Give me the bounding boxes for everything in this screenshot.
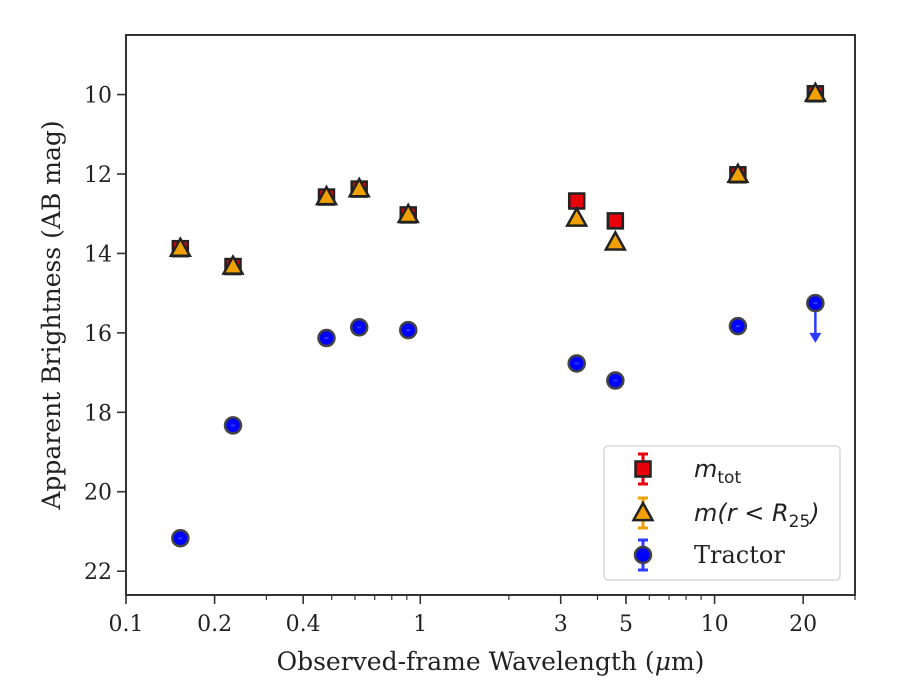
x-axis-label: Observed-frame Wavelength (μm) <box>277 647 705 676</box>
legend-item-mr25: m(r < R25) <box>631 496 820 532</box>
y-tick-label: 10 <box>84 84 112 109</box>
mr25-point <box>565 205 589 227</box>
plot-frame <box>125 34 856 596</box>
mr25-point <box>803 81 827 103</box>
data-marks <box>168 81 827 548</box>
mr25-point <box>347 176 371 198</box>
y-tick-label: 20 <box>84 481 112 506</box>
legend-label: m(r < R25) <box>694 499 820 532</box>
x-tick-label: 1 <box>413 612 427 637</box>
x-tick-label: 0.4 <box>286 612 321 637</box>
legend-label-sub: 25 <box>789 512 811 532</box>
upper-limit-arrow-head <box>809 332 822 343</box>
mr25-point <box>726 162 750 184</box>
legend-label-main: m(r < R <box>694 499 789 527</box>
legend-item-tractor: Tractor <box>633 538 785 572</box>
mr25-point <box>221 253 245 275</box>
x-axis-label-suffix: m) <box>671 647 704 676</box>
legend-label-close: ) <box>808 499 819 527</box>
x-tick-label: 20 <box>789 612 817 637</box>
legend-label-sub: tot <box>717 468 741 488</box>
legend-label: Tractor <box>694 541 785 569</box>
y-tick-label: 18 <box>84 401 112 426</box>
legend-marker <box>631 500 655 522</box>
y-tick-label: 22 <box>84 560 112 585</box>
legend-marker <box>633 545 653 565</box>
series-mr25 <box>168 81 827 275</box>
y-tick-label: 14 <box>84 242 112 267</box>
y-axis-label: Apparent Brightness (AB mag) <box>37 120 66 510</box>
x-tick-label: 5 <box>619 612 633 637</box>
mr25-point <box>314 184 339 206</box>
x-axis-label-mu: μ <box>655 647 671 676</box>
x-axis-label-prefix: Observed-frame Wavelength ( <box>277 647 655 676</box>
mr25-point <box>396 202 420 224</box>
series-tractor <box>171 293 825 548</box>
y-tick-label: 12 <box>84 163 112 188</box>
x-tick-label: 3 <box>554 612 568 637</box>
x-tick-label: 0.1 <box>109 612 144 637</box>
legend: mtot m(r < R25) Tractor <box>603 445 841 581</box>
tick-group: 0.1 0.2 0.4 1 3 5 10 20 10 12 14 16 18 20 22 <box>84 84 856 637</box>
mr25-point <box>168 236 192 258</box>
mtot-point <box>606 212 625 230</box>
legend-label-main: m <box>694 455 717 483</box>
x-tick-label: 0.2 <box>197 612 232 637</box>
legend-box <box>603 445 841 581</box>
legend-marker <box>634 460 652 478</box>
mr25-point <box>603 229 627 251</box>
x-tick-label: 10 <box>701 612 729 637</box>
tractor-point-body <box>633 545 653 565</box>
legend-item-mtot: mtot <box>634 452 741 488</box>
y-tick-label: 16 <box>84 322 112 347</box>
legend-label: mtot <box>694 455 741 488</box>
